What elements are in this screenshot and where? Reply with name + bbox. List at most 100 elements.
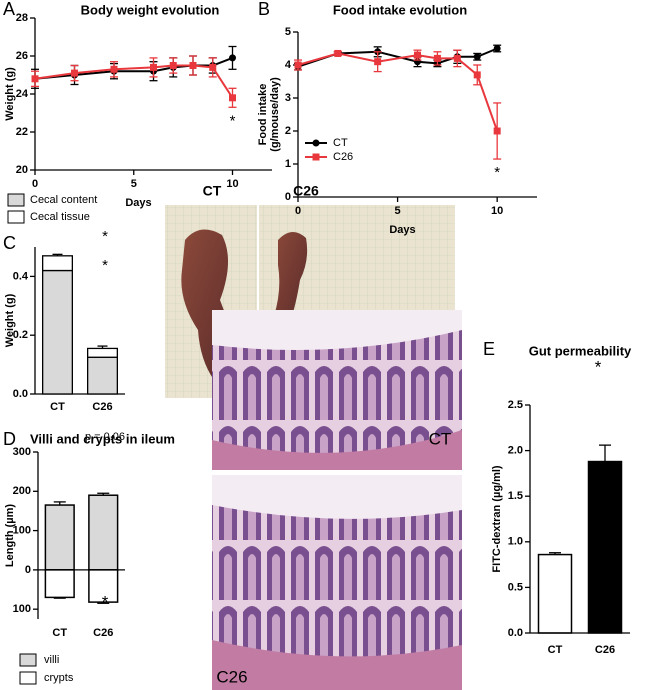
legend-label: C26: [333, 151, 353, 163]
y-tick-label: 0.4: [13, 270, 29, 282]
marker: [169, 62, 177, 69]
marker: [31, 75, 39, 83]
image-label: C26: [216, 667, 247, 686]
marker: [374, 58, 382, 66]
y-axis-label: FITC-dextran (µg/ml): [491, 465, 503, 573]
y-tick-label: 4: [285, 59, 292, 71]
y-axis-label: Weight (g): [4, 67, 16, 121]
x-tick-label: 0: [32, 178, 38, 190]
y-tick-label: 20: [16, 164, 28, 176]
annotation: *: [102, 592, 109, 611]
y-axis-label: (g/mouse/day): [269, 77, 281, 152]
image-label: C26: [293, 183, 319, 199]
marker: [229, 94, 236, 102]
chart-title: Body weight evolution: [81, 2, 220, 17]
x-tick-label: CT: [548, 644, 563, 656]
y-axis-label: Food intake: [257, 84, 269, 146]
marker: [473, 53, 481, 61]
y-tick-label: 26: [16, 50, 28, 62]
bar-segment: [87, 356, 119, 395]
marker: [110, 65, 118, 73]
legend-label: CT: [333, 137, 348, 149]
x-tick-label: C26: [93, 627, 113, 639]
histology-images: CT C26: [212, 310, 462, 690]
legend-label: villi: [44, 654, 59, 666]
legend-label: Cecal content: [30, 194, 97, 206]
x-tick-label: CT: [52, 627, 67, 639]
x-tick-label: 5: [395, 205, 401, 217]
y-tick-label: 200: [13, 485, 31, 497]
y-tick-label: 100: [13, 524, 31, 536]
legend-swatch: [19, 653, 37, 667]
y-tick-label: 1: [285, 158, 291, 170]
marker: [189, 62, 197, 69]
annotation: p = 0.06: [85, 431, 125, 443]
annotation: *: [102, 228, 108, 245]
legend-swatch: [7, 210, 25, 224]
y-tick-label: 0.5: [508, 581, 523, 593]
y-tick-label: 3: [285, 92, 291, 104]
panel-letter: E: [483, 339, 495, 359]
x-axis-label: Days: [125, 197, 151, 209]
marker: [453, 54, 461, 62]
y-tick-label: 0: [285, 191, 291, 203]
y-tick-label: 5: [285, 26, 291, 38]
panel-letter: B: [258, 0, 270, 19]
y-tick-label: 22: [16, 126, 28, 138]
bar-segment: [42, 269, 74, 395]
x-tick-label: 10: [226, 178, 238, 190]
marker: [312, 139, 320, 147]
image-label: CT: [203, 183, 222, 199]
y-axis-label: Weight (g): [4, 293, 16, 347]
y-tick-label: 24: [16, 88, 29, 100]
y-tick-label: 300: [13, 446, 31, 458]
y-tick-label: 2: [285, 125, 291, 137]
legend-swatch: [7, 193, 25, 207]
bar: [537, 553, 573, 634]
legend-swatch: [19, 671, 37, 685]
annotation: *: [102, 257, 108, 274]
bar: [88, 494, 119, 571]
y-tick-label: 28: [16, 12, 28, 24]
panel-letter: D: [3, 429, 16, 449]
marker: [150, 63, 157, 71]
annotation: *: [230, 112, 236, 129]
legend-label: crypts: [44, 672, 74, 684]
image-label: CT: [429, 429, 452, 448]
marker: [414, 51, 421, 59]
marker: [473, 71, 481, 79]
series-line: [297, 52, 499, 132]
panel-letter: A: [3, 0, 15, 19]
bar-segment: [42, 255, 74, 272]
bar: [44, 569, 75, 599]
y-tick-label: 2.5: [508, 399, 523, 411]
x-tick-label: CT: [50, 401, 65, 413]
chart-title: Gut permeability: [529, 343, 632, 358]
chart-title: Food intake evolution: [333, 2, 467, 17]
marker: [433, 54, 441, 62]
y-tick-label: 0.2: [13, 329, 28, 341]
y-tick-label: 1.5: [508, 490, 523, 502]
y-tick-label: 0: [25, 564, 31, 576]
y-tick-label: 2.0: [508, 445, 523, 457]
bar: [44, 504, 75, 571]
panel-letter: C: [3, 233, 16, 253]
marker: [71, 69, 78, 77]
y-tick-label: 0.0: [508, 627, 523, 639]
marker: [493, 127, 501, 135]
legend-label: Cecal tissue: [30, 211, 90, 223]
marker: [334, 49, 342, 57]
annotation: *: [494, 164, 500, 181]
y-tick-label: 100: [13, 603, 31, 615]
x-tick-label: 10: [491, 205, 503, 217]
y-tick-label: 1.0: [508, 536, 523, 548]
x-tick-label: C26: [595, 644, 615, 656]
bar-segment: [87, 347, 119, 358]
x-tick-label: C26: [92, 401, 112, 413]
chart-title: Villi and crypts in ileum: [30, 431, 175, 446]
x-tick-label: 5: [131, 178, 137, 190]
marker: [312, 153, 320, 161]
y-tick-label: 0.0: [13, 388, 28, 400]
x-axis-label: Days: [389, 224, 415, 236]
